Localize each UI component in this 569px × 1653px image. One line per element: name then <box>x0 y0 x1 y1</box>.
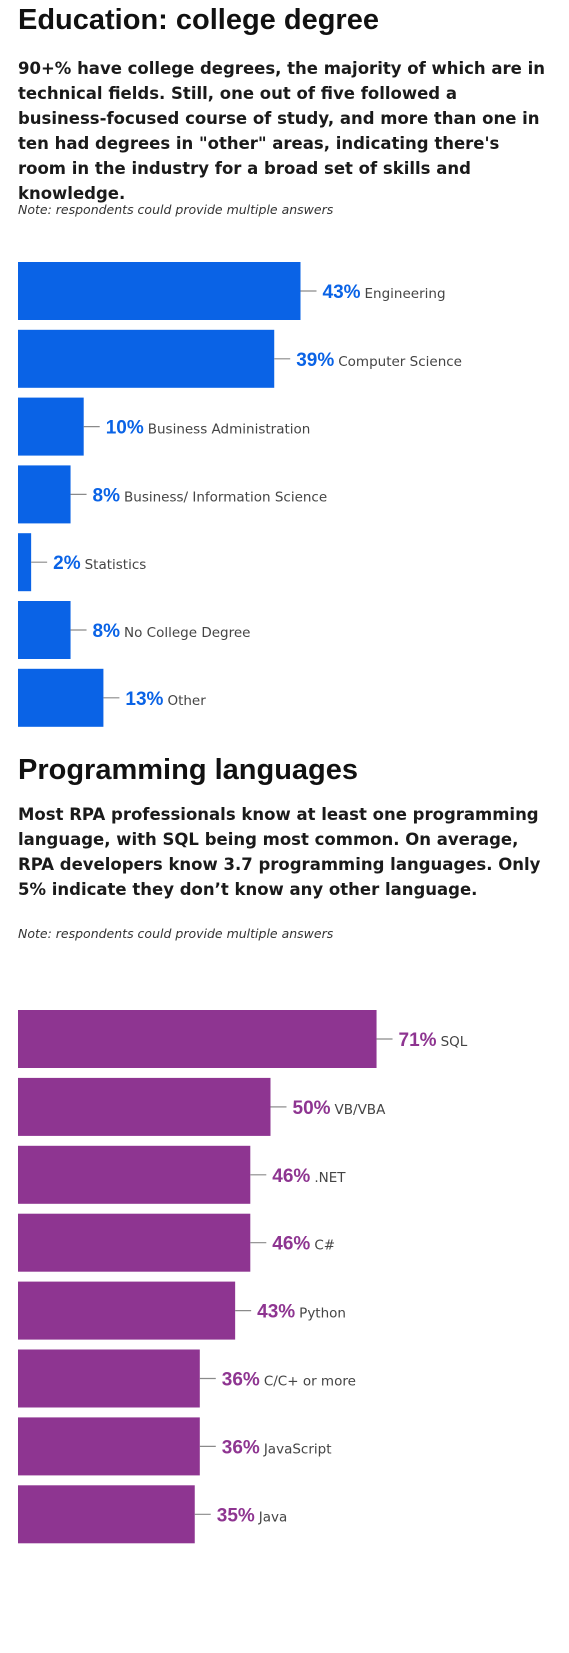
languages-description: Most RPA professionals know at least one… <box>18 805 541 899</box>
bar <box>18 329 275 388</box>
percent-label: 39% <box>296 350 334 371</box>
bar-group: 50% VB/VBA <box>18 1077 387 1136</box>
bar <box>18 1417 200 1476</box>
education-title: Education: college degree <box>18 4 379 36</box>
bar-group: 10% Business Administration <box>18 397 311 456</box>
bar <box>18 465 71 524</box>
value-label: 36% JavaScript <box>222 1437 332 1458</box>
value-label: 8% Business/ Information Science <box>93 485 328 506</box>
bar <box>18 668 104 727</box>
languages-section: Programming languages Most RPA professio… <box>0 754 569 1653</box>
percent-label: 36% <box>222 1370 260 1391</box>
bar <box>18 397 84 456</box>
value-label: 43% Python <box>257 1302 346 1323</box>
category-label: Python <box>299 1306 346 1322</box>
category-label: JavaScript <box>263 1441 332 1457</box>
percent-label: 2% <box>53 553 81 574</box>
value-label: 50% VB/VBA <box>293 1098 387 1119</box>
bar-group: 13% Other <box>18 668 206 727</box>
bar <box>18 601 71 659</box>
value-label: 2% Statistics <box>53 553 146 574</box>
percent-label: 43% <box>323 282 361 303</box>
category-label: SQL <box>441 1034 468 1050</box>
percent-label: 46% <box>272 1166 310 1187</box>
bar-group: 36% JavaScript <box>18 1417 332 1476</box>
value-label: 35% Java <box>217 1505 288 1526</box>
education-section: Education: college degree 90+% have coll… <box>0 0 569 780</box>
bar-group: 43% Engineering <box>18 262 446 320</box>
value-label: 39% Computer Science <box>296 350 462 371</box>
bar-group: 46% C# <box>18 1213 335 1272</box>
category-label: .NET <box>314 1170 346 1186</box>
percent-label: 71% <box>399 1030 437 1051</box>
percent-label: 13% <box>125 689 163 710</box>
languages-title: Programming languages <box>18 754 359 786</box>
category-label: Java <box>258 1509 288 1525</box>
category-label: C/C+ or more <box>264 1374 356 1390</box>
category-label: Other <box>167 693 206 709</box>
category-label: Computer Science <box>338 354 462 370</box>
bar-group: 71% SQL <box>18 1010 468 1068</box>
bar <box>18 1077 271 1136</box>
bar <box>18 1010 377 1068</box>
bar-group: 43% Python <box>18 1281 346 1340</box>
category-label: Business/ Information Science <box>124 489 327 505</box>
value-label: 36% C/C+ or more <box>222 1370 356 1391</box>
category-label: No College Degree <box>124 625 250 641</box>
education-description: 90+% have college degrees, the majority … <box>18 59 546 203</box>
bar <box>18 1349 200 1408</box>
category-label: Engineering <box>365 286 446 302</box>
bar-group: 8% No College Degree <box>18 601 250 659</box>
bar <box>18 1281 236 1340</box>
value-label: 46% .NET <box>272 1166 346 1187</box>
value-label: 13% Other <box>125 689 206 710</box>
bar-group: 2% Statistics <box>18 533 146 592</box>
bar-group: 8% Business/ Information Science <box>18 465 328 524</box>
percent-label: 46% <box>272 1234 310 1255</box>
bar <box>18 262 301 320</box>
percent-label: 35% <box>217 1505 255 1526</box>
bar-group: 39% Computer Science <box>18 329 462 388</box>
bar-group: 36% C/C+ or more <box>18 1349 356 1408</box>
value-label: 71% SQL <box>399 1030 468 1051</box>
education-note: Note: respondents could provide multiple… <box>18 202 334 217</box>
category-label: C# <box>314 1238 335 1254</box>
percent-label: 43% <box>257 1302 295 1323</box>
percent-label: 50% <box>293 1098 331 1119</box>
percent-label: 8% <box>93 485 121 506</box>
bar <box>18 533 32 592</box>
percent-label: 8% <box>93 621 121 642</box>
category-label: Business Administration <box>148 422 311 438</box>
value-label: 8% No College Degree <box>93 621 251 642</box>
bar <box>18 1485 195 1544</box>
category-label: Statistics <box>85 557 147 573</box>
category-label: VB/VBA <box>335 1102 387 1118</box>
bar <box>18 1213 251 1272</box>
bar-group: 46% .NET <box>18 1145 346 1204</box>
percent-label: 10% <box>106 418 144 439</box>
value-label: 10% Business Administration <box>106 418 311 439</box>
percent-label: 36% <box>222 1437 260 1458</box>
bar-group: 35% Java <box>18 1485 288 1544</box>
value-label: 43% Engineering <box>323 282 446 303</box>
bar <box>18 1145 251 1204</box>
value-label: 46% C# <box>272 1234 335 1255</box>
languages-note: Note: respondents could provide multiple… <box>18 926 334 941</box>
